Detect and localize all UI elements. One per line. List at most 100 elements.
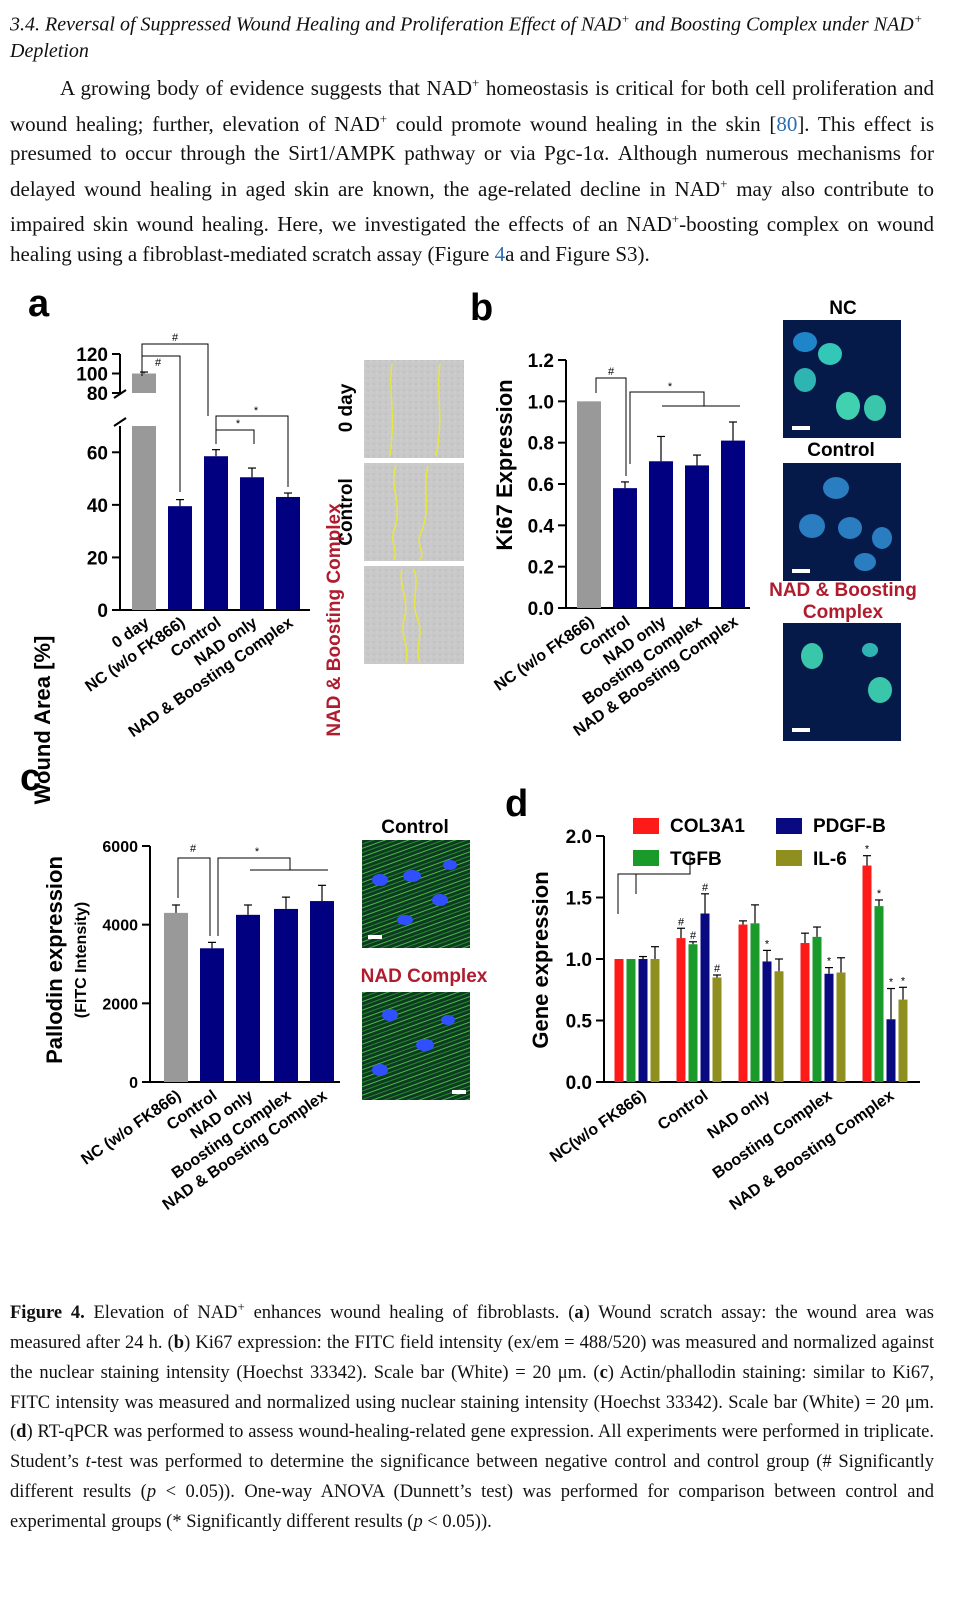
panel-c-letter: c — [20, 757, 41, 799]
svg-text:#: # — [608, 366, 615, 378]
panel-c-bar — [274, 908, 298, 1082]
actin-image-control — [362, 840, 470, 948]
panel-d-legend: COL3A1 PDGF-B TGFB IL-6 — [633, 816, 886, 870]
panel-a-ytick: 80 — [87, 384, 108, 405]
panel-d-bar-il-6 — [712, 977, 722, 1082]
panel-a-ytick: 120 — [76, 345, 108, 366]
svg-text:#: # — [172, 332, 179, 344]
panel-a-bar — [240, 477, 264, 610]
panel-a-ylabel: Wound Area [%] — [30, 636, 55, 805]
panel-a-bar — [276, 496, 300, 610]
panel-d-bar-col3a1 — [862, 865, 872, 1082]
panel-c-ylabel-unit: (FITC Intensity) — [73, 902, 90, 1018]
scratch-image-0day — [364, 360, 464, 458]
panel-d-significance: * — [865, 844, 870, 856]
panel-d-category-label: Control — [655, 1087, 711, 1134]
panel-d-bar-pdgf-b — [886, 1019, 896, 1082]
panel-d-bar-pdgf-b — [700, 913, 710, 1082]
panel-b-bar — [577, 401, 601, 608]
svg-text:IL-6: IL-6 — [813, 849, 847, 870]
panel-c-bar — [236, 914, 260, 1082]
panel-b-bar — [721, 440, 745, 608]
svg-text:NAD & Boosting: NAD & Boosting — [769, 580, 917, 601]
panel-d-bar-tgfb — [626, 959, 636, 1082]
panel-d-ytick: 2.0 — [566, 827, 592, 848]
panel-d-bar-col3a1 — [614, 959, 624, 1082]
panel-d-bar-tgfb — [688, 944, 698, 1082]
scratch-image-nad-complex — [364, 566, 464, 664]
panel-d-significance: * — [765, 938, 770, 950]
panel-a-ytick: 0 — [97, 601, 108, 622]
panel-c-ytick: 2000 — [102, 996, 138, 1013]
svg-text:NC: NC — [829, 298, 857, 319]
panel-d-significance: # — [702, 882, 709, 894]
svg-text:0 day: 0 day — [336, 383, 357, 432]
panel-d-bar-col3a1 — [676, 938, 686, 1082]
panel-d-bar-pdgf-b — [638, 959, 648, 1082]
svg-text:NAD & Boosting Complex: NAD & Boosting Complex — [324, 503, 345, 737]
panel-a-bar — [168, 506, 192, 610]
actin-image-nad-complex — [362, 992, 470, 1100]
panel-b-letter: b — [470, 287, 493, 329]
svg-text:Control: Control — [336, 478, 357, 546]
panel-d-bar-il-6 — [898, 999, 908, 1082]
svg-text:COL3A1: COL3A1 — [670, 816, 745, 837]
panel-d-significance: # — [678, 916, 685, 928]
svg-text:#: # — [190, 843, 197, 855]
panel-c-ytick: 4000 — [102, 918, 138, 935]
svg-text:Control: Control — [381, 817, 449, 838]
panel-d-bar-col3a1 — [800, 943, 810, 1082]
panel-d-bar-tgfb — [812, 936, 822, 1082]
panel-b-ytick: 0.8 — [528, 434, 554, 455]
panel-b-ytick: 1.2 — [528, 351, 554, 372]
panel-c-ytick: 6000 — [102, 839, 138, 856]
svg-text:*: * — [254, 405, 259, 417]
panel-d-ylabel: Gene expression — [528, 871, 553, 1048]
svg-text:*: * — [255, 846, 260, 858]
figure-link[interactable]: 4 — [494, 241, 506, 266]
panel-b-ylabel: Ki67 Expression — [492, 379, 517, 550]
panel-d-significance: # — [690, 930, 697, 942]
panel-b-ytick: 0.0 — [528, 599, 554, 620]
panel-c-bar — [310, 901, 334, 1082]
svg-text:*: * — [668, 381, 673, 393]
reference-link[interactable]: 80 — [776, 111, 798, 136]
panel-a-bar-upper — [132, 373, 156, 393]
panel-a-ytick: 100 — [76, 365, 108, 386]
panel-c-bar — [200, 948, 224, 1082]
panel-d-bar-pdgf-b — [824, 973, 834, 1082]
panel-b-ytick: 0.4 — [528, 516, 555, 537]
panel-d-ytick: 0.5 — [566, 1012, 593, 1033]
panel-a-bar — [132, 426, 156, 610]
panel-a-ytick: 20 — [87, 548, 108, 569]
panel-d-bar-tgfb — [750, 923, 760, 1082]
panel-d-bar-col3a1 — [738, 924, 748, 1082]
panel-d-significance: * — [901, 975, 906, 987]
panel-b-ytick: 0.6 — [528, 475, 554, 496]
panel-d-ytick: 0.0 — [566, 1073, 592, 1094]
figure-caption: Figure 4. Elevation of NAD+ enhances wou… — [10, 1299, 934, 1532]
panel-a-ytick: 60 — [87, 443, 108, 464]
svg-text:Control: Control — [807, 440, 875, 461]
panel-b-bar — [649, 461, 673, 608]
svg-text:NAD Complex: NAD Complex — [361, 966, 488, 987]
panel-d-bar-il-6 — [836, 972, 846, 1082]
panel-d-category-label: NC(w/o FK866) — [547, 1087, 649, 1166]
panel-d-bar-pdgf-b — [762, 961, 772, 1082]
panel-d-significance: * — [889, 977, 894, 989]
panel-b-bar — [613, 488, 637, 608]
panel-d-chart: 2.0 1.5 1.0 0.5 0.0 # # # # * * * * * * COL3A1 PDGF-B… — [547, 816, 920, 1214]
svg-text:Complex: Complex — [803, 602, 884, 623]
panel-a-bar — [204, 456, 228, 610]
panel-c-ylabel: Pallodin expression — [42, 856, 67, 1064]
panel-c-ytick: 0 — [129, 1075, 138, 1092]
body-paragraph: A growing body of evidence suggests that… — [10, 75, 935, 266]
section-heading: 3.4. Reversal of Suppressed Wound Healin… — [10, 11, 923, 62]
svg-text:*: * — [236, 418, 241, 430]
panel-d-ytick: 1.0 — [566, 950, 592, 971]
panel-d-letter: d — [505, 783, 528, 825]
panel-d-significance: # — [714, 963, 721, 975]
